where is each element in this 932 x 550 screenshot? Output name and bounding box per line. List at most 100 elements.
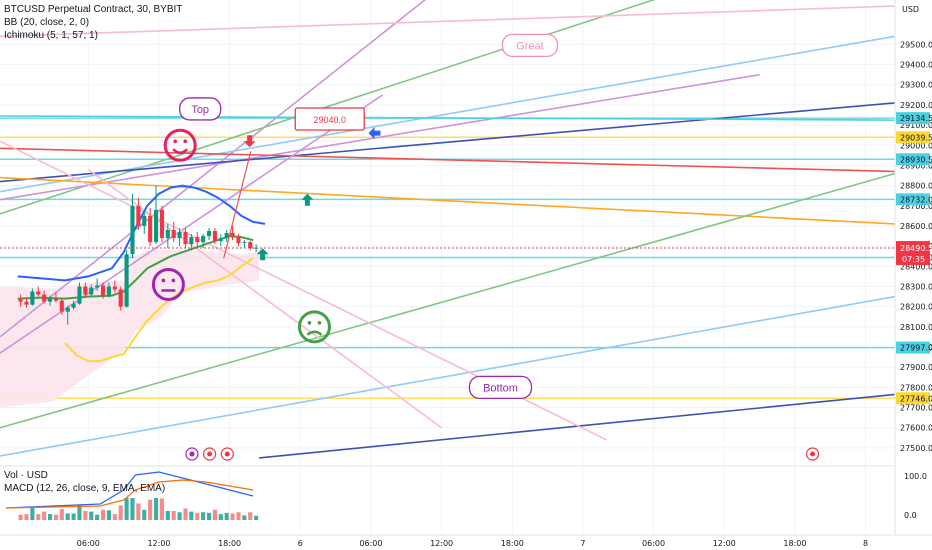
candle-body [171,230,176,239]
trend-line [0,5,896,38]
price-label-bg [896,112,930,125]
macd-bar [165,511,170,520]
macd-tick-label: 100.0 [904,472,927,481]
price-tick-label: 27500.0 [900,444,932,453]
candles[interactable] [18,185,259,325]
candle-body [153,209,159,243]
macd-bar [130,498,135,520]
ichimoku-cloud [0,250,260,408]
sad-face-icon-mouth [306,330,323,336]
macd-bar [177,512,182,520]
annotation-label: Great [516,40,544,52]
candle-body [71,303,76,308]
price-label-bg [896,153,930,166]
event-flag-icon-dot [224,451,230,457]
price-label-bg [896,131,930,144]
macd-bar [118,505,123,520]
happy-face-icon-eye [173,139,177,144]
price-label: 28930.5 [900,155,932,164]
candle-body [177,232,182,239]
macd-bar [53,514,58,520]
macd-bar [195,512,200,520]
sad-face-icon-eye [317,321,322,325]
price-tick-label: 27900.0 [900,363,932,372]
price-tick-label: 29000.0 [900,141,932,150]
candle-body [42,294,47,302]
candle-body [130,205,135,255]
candle-body [36,291,41,295]
candle-body [89,287,94,295]
price-tick-label: 28700.0 [900,202,932,211]
price-label-bg [896,341,930,354]
time-tick-label: 06:00 [642,539,665,548]
happy-face-icon-eye [183,139,187,144]
bb-legend: BB (20, close, 2, 0) [4,17,90,28]
candle-body [136,205,141,226]
macd-bar [254,515,259,520]
candle-body [189,237,194,245]
trend-line [0,295,896,457]
neutral-face-icon [151,267,185,301]
candle-body [201,236,206,243]
macd-bar [212,509,217,520]
time-tick-label: 6 [298,539,303,548]
candle-body [30,291,35,305]
trend-line [0,147,896,173]
macd-bar [136,503,141,520]
candle-body [65,307,70,312]
macd-bar [153,498,159,520]
price-tick-label: 28900.0 [900,161,932,170]
macd-bar [59,509,64,520]
macd-bar [18,514,23,520]
macd-bar [159,498,164,520]
trend-line [0,35,896,193]
last-price-bg [896,241,930,266]
annotation-label: Top [191,104,209,116]
trend-line [0,172,896,429]
price-tick-label: 27600.0 [900,424,932,433]
annotation-label: 29040.0 [313,115,346,125]
price-tick-label: 29500.0 [900,40,932,49]
candle-body [118,289,123,307]
annotations[interactable]: Top Great Bottom 29040.0 [151,33,820,461]
macd-bar [65,513,70,520]
candle-body [142,215,147,226]
price-tick-label: 27700.0 [900,404,932,413]
trend-line [0,115,896,121]
macd-bar [224,512,229,520]
macd-bar [236,512,241,520]
macd-bar [206,512,212,520]
time-axis[interactable]: 06:00 12:00 18:00 6 06:00 12:00 18:00 7 06:00 12:… [0,534,932,548]
macd-bar [248,512,253,520]
macd-pane [0,465,895,520]
macd-bar [24,514,29,520]
price-label: 27997.0 [900,344,932,353]
time-tick-label: 06:00 [359,539,382,548]
trend-lines[interactable] [0,0,896,459]
happy-face-icon-mouth [172,148,189,155]
price-label: 27746.0 [900,394,932,403]
candle-body [218,238,223,242]
time-tick-label: 18:00 [501,539,524,548]
candle-body [242,242,247,244]
price-tick-label: 28200.0 [900,303,932,312]
macd-bar [218,514,223,520]
event-flag-icon-dot [189,451,195,457]
macd-bar [89,511,94,520]
price-label-bg [896,193,930,206]
macd-bar [242,515,247,520]
price-tick-label: 28400.0 [900,262,932,271]
price-tick-label: 27800.0 [900,383,932,392]
macd-bar [142,509,147,520]
price-tick-label: 28300.0 [900,282,932,291]
time-tick-label: 12:00 [147,539,170,548]
price-label: 28732.0 [900,195,932,204]
price-tick-label: 29400.0 [900,61,932,70]
time-tick-label: 18:00 [218,539,241,548]
macd-bar [42,511,47,520]
price-tick-label: 28100.0 [900,323,932,332]
macd-bar [100,509,106,520]
price-axis[interactable]: USD29500.029400.029300.029200.029100.029… [0,0,932,535]
macd-bar [183,508,188,520]
